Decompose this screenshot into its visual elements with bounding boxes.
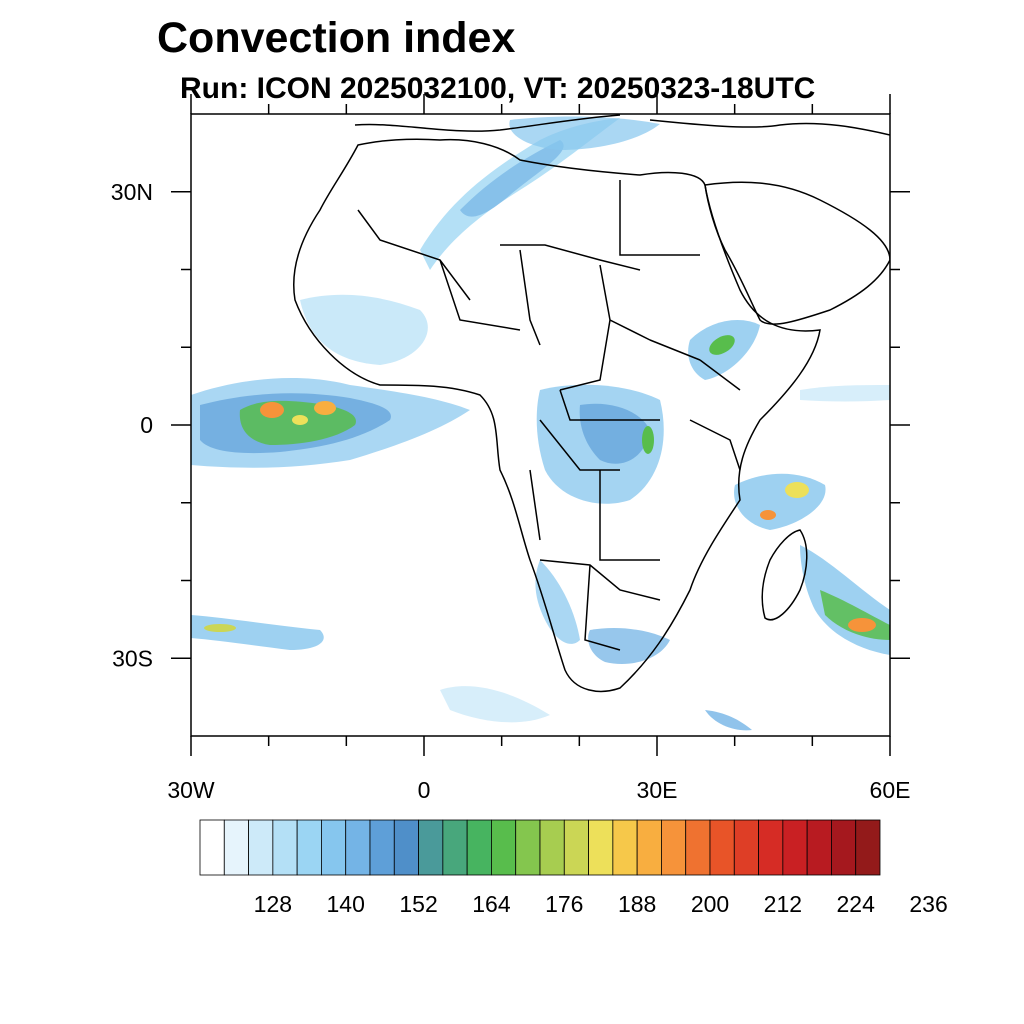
colorbar-swatch bbox=[855, 819, 881, 876]
convection-band-north-med bbox=[509, 116, 660, 150]
colorbar-swatch bbox=[685, 819, 711, 876]
colorbar-swatch bbox=[321, 819, 347, 876]
axis-ticks bbox=[171, 94, 910, 756]
convection-peak bbox=[260, 402, 284, 418]
colorbar-swatch bbox=[515, 819, 541, 876]
colorbar-labels: 128 140 152 164 176 188 200 212 224 236 bbox=[254, 891, 948, 917]
colorbar-swatch bbox=[612, 819, 638, 876]
colorbar-label: 224 bbox=[837, 891, 876, 917]
convection-southern-ocean bbox=[440, 686, 550, 723]
colorbar-swatch bbox=[393, 819, 419, 876]
map-subtitle: Run: ICON 2025032100, VT: 20250323-18UTC bbox=[180, 72, 816, 105]
convection-southern-africa bbox=[535, 560, 580, 644]
convection-south-atlantic bbox=[191, 615, 324, 650]
colorbar-swatch bbox=[466, 819, 492, 876]
arabia-coastline bbox=[704, 181, 890, 325]
colorbar-swatch bbox=[709, 819, 735, 876]
colorbar-swatch bbox=[588, 819, 614, 876]
colorbar-swatch bbox=[563, 819, 589, 876]
convection-band-sahara-core bbox=[460, 140, 564, 217]
convection-peak bbox=[848, 618, 876, 632]
colorbar-swatch bbox=[442, 819, 468, 876]
colorbar-swatch bbox=[418, 819, 444, 876]
africa-coastline bbox=[293, 138, 821, 693]
convection-arabian-sea bbox=[800, 385, 890, 402]
convection-peak bbox=[760, 510, 776, 520]
colorbar-label: 176 bbox=[545, 891, 583, 917]
colorbar-swatch bbox=[539, 819, 565, 876]
colorbar-label: 128 bbox=[254, 891, 292, 917]
colorbar-swatch bbox=[369, 819, 395, 876]
convection-peak bbox=[785, 482, 809, 498]
convection-central-africa-core bbox=[579, 403, 650, 464]
map-title: Convection index bbox=[157, 14, 516, 62]
convection-peak bbox=[204, 624, 236, 632]
lat-tick-label: 30S bbox=[112, 645, 153, 671]
colorbar-label: 188 bbox=[618, 891, 656, 917]
colorbar-label: 152 bbox=[399, 891, 437, 917]
colorbar-label: 140 bbox=[327, 891, 365, 917]
lon-tick-label: 60E bbox=[870, 777, 911, 803]
lon-tick-label: 0 bbox=[418, 777, 431, 803]
colorbar-swatch bbox=[223, 819, 249, 876]
convection-southern-ocean bbox=[705, 710, 752, 731]
colorbar-swatch bbox=[758, 819, 784, 876]
convection-peak bbox=[642, 426, 654, 454]
madagascar-coastline bbox=[761, 529, 808, 621]
colorbar-label: 200 bbox=[691, 891, 729, 917]
convection-peak bbox=[314, 401, 336, 415]
colorbar-swatch bbox=[636, 819, 662, 876]
convection-field bbox=[191, 116, 890, 731]
colorbar-swatch bbox=[782, 819, 808, 876]
colorbar-swatch bbox=[661, 819, 687, 876]
convection-peak bbox=[709, 335, 735, 355]
convection-west-africa bbox=[300, 294, 428, 365]
colorbar-swatch bbox=[248, 819, 274, 876]
lat-tick-label: 0 bbox=[140, 412, 153, 438]
convection-mozambique bbox=[734, 473, 826, 530]
lon-tick-label: 30E bbox=[637, 777, 678, 803]
lat-tick-label: 30N bbox=[111, 179, 153, 205]
europe-coastline bbox=[354, 114, 890, 136]
colorbar bbox=[199, 819, 881, 876]
colorbar-swatch bbox=[491, 819, 517, 876]
convection-peak bbox=[292, 415, 308, 425]
colorbar-label: 212 bbox=[764, 891, 802, 917]
lon-tick-label: 30W bbox=[167, 777, 215, 803]
colorbar-swatch bbox=[296, 819, 322, 876]
colorbar-swatch bbox=[733, 819, 759, 876]
colorbar-swatch bbox=[831, 819, 857, 876]
coastlines bbox=[293, 114, 890, 693]
colorbar-swatch bbox=[345, 819, 371, 876]
colorbar-swatch bbox=[272, 819, 298, 876]
colorbar-swatch bbox=[806, 819, 832, 876]
colorbar-label: 164 bbox=[472, 891, 511, 917]
colorbar-swatch bbox=[199, 819, 225, 876]
border bbox=[357, 180, 741, 651]
axis-tick-labels: 30W 0 30E 60E 30N 0 30S bbox=[111, 179, 911, 803]
colorbar-label: 236 bbox=[909, 891, 947, 917]
convection-band-sahara bbox=[420, 118, 620, 270]
